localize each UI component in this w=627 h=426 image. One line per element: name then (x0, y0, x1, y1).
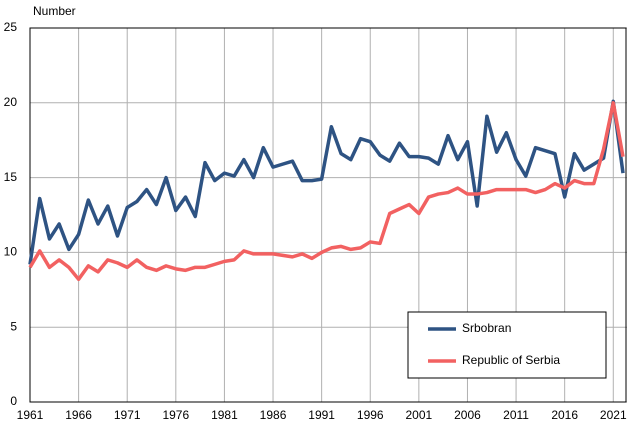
y-tick-label: 20 (4, 95, 18, 109)
legend-label: Srbobran (462, 321, 511, 335)
x-tick-label: 1996 (357, 408, 384, 422)
x-tick-label: 2016 (551, 408, 578, 422)
y-tick-label: 25 (4, 20, 18, 34)
x-tick-label: 1976 (162, 408, 189, 422)
series-line (28, 101, 625, 282)
x-tick-label: 2021 (600, 408, 627, 422)
x-tick-label: 1961 (17, 408, 44, 422)
series-line (28, 99, 625, 265)
x-tick-label: 2011 (503, 408, 529, 422)
x-tick-label: 1986 (260, 408, 287, 422)
x-tick-label: 1971 (114, 408, 141, 422)
x-tick-label: 1991 (308, 408, 335, 422)
y-tick-label: 10 (4, 245, 18, 259)
y-tick-label: 15 (4, 170, 18, 184)
x-tick-label: 2006 (454, 408, 481, 422)
x-tick-label: 2001 (406, 408, 433, 422)
x-tick-label: 1981 (211, 408, 238, 422)
y-tick-label: 0 (10, 394, 17, 408)
x-tick-label: 1966 (65, 408, 92, 422)
y-tick-label: 5 (10, 319, 17, 333)
y-axis-label: Number (33, 4, 76, 18)
plot-border (29, 27, 627, 403)
legend-box (407, 311, 607, 379)
legend-label: Republic of Serbia (462, 353, 560, 367)
